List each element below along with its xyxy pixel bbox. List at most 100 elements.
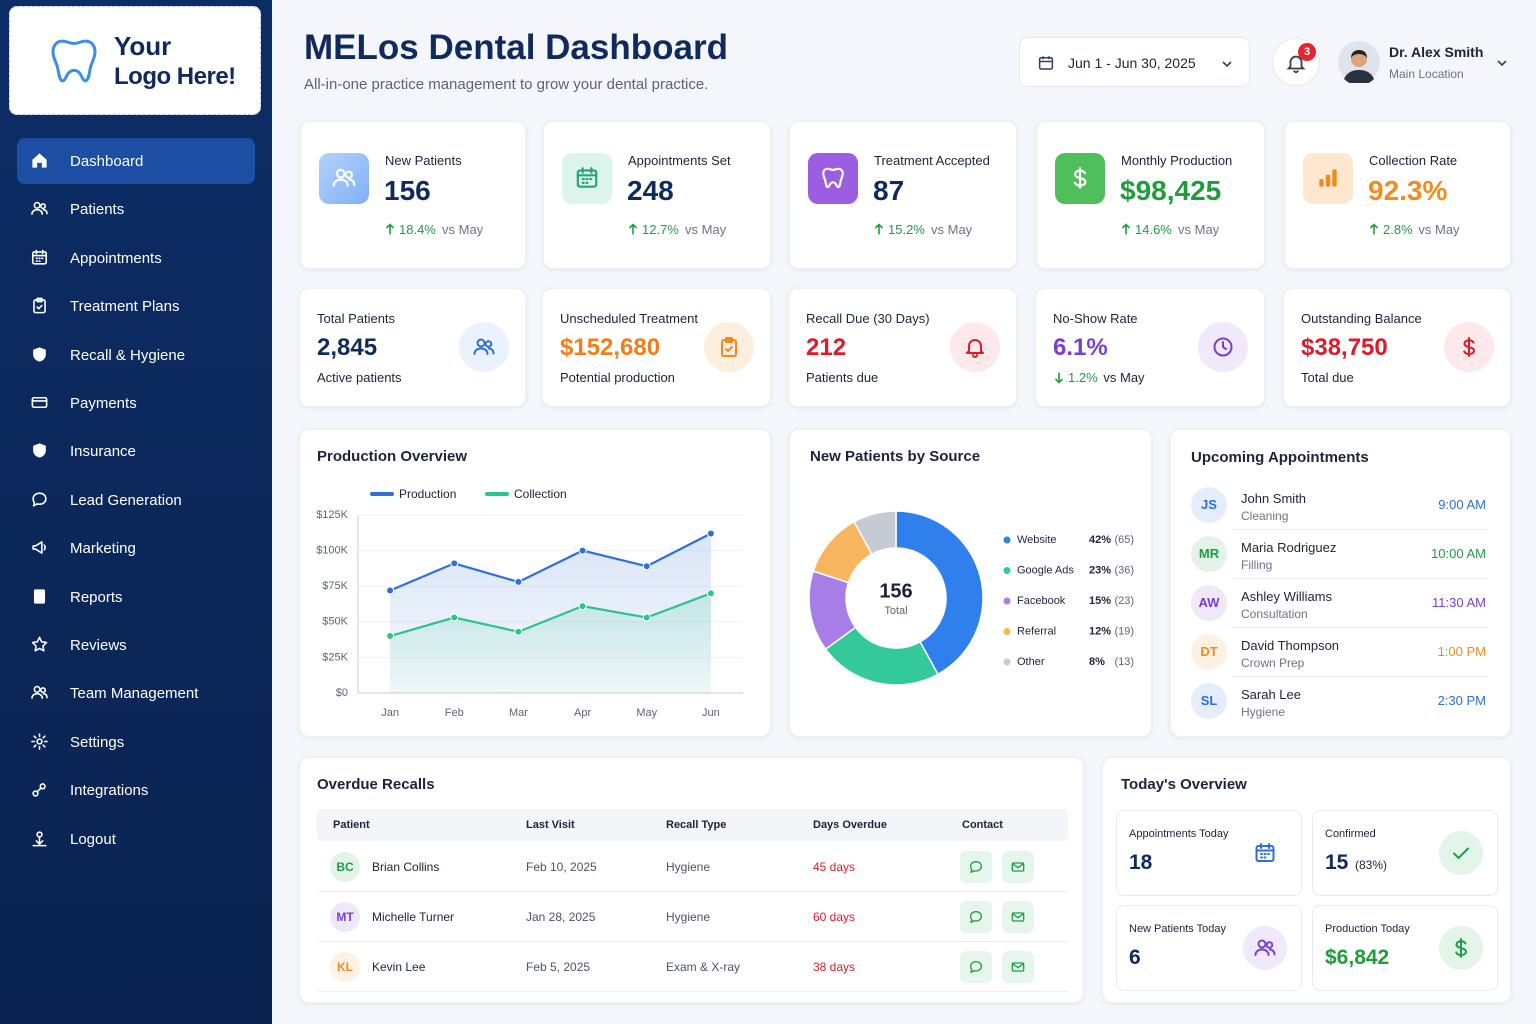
icon-shape — [31, 249, 48, 262]
icon-shape — [33, 588, 46, 604]
kpi-value: 92.3% — [1368, 175, 1448, 206]
stat-note: Potential production — [560, 370, 675, 385]
icon-shape — [32, 492, 47, 507]
date-picker[interactable]: Jun 1 - Jun 30, 2025 — [1019, 37, 1250, 87]
kpi-value: 248 — [627, 175, 674, 206]
stat-icon — [1198, 322, 1248, 372]
icon-shape — [1269, 948, 1276, 956]
overview-value: 15 — [1325, 851, 1349, 874]
date-range: Jun 1 - Jun 30, 2025 — [1068, 55, 1196, 71]
icon — [1011, 862, 1025, 872]
nav-item[interactable]: Reports — [17, 574, 255, 620]
icon-shape — [1012, 963, 1024, 969]
nav-item[interactable]: Integrations — [17, 767, 255, 813]
user-menu[interactable]: Dr. Alex Smith Main Location — [1338, 40, 1514, 86]
avatar-face — [1351, 51, 1367, 67]
nav-item[interactable]: Logout — [17, 816, 255, 862]
icon-shape — [1453, 847, 1469, 859]
nav-item[interactable]: Patients — [17, 186, 255, 232]
contact-button[interactable] — [960, 901, 992, 933]
last-visit: Feb 5, 2025 — [526, 960, 591, 974]
icon-shape — [32, 153, 47, 168]
icon — [970, 911, 982, 923]
icon — [31, 202, 48, 216]
arrow-shape — [1054, 372, 1064, 384]
arrow-shape — [874, 223, 884, 235]
stat-note: vs May — [1103, 370, 1145, 385]
stat-card: Unscheduled Treatment $152,680 Potential p… — [542, 288, 771, 407]
stat-value: 2,845 — [317, 334, 378, 361]
nav-item[interactable]: Insurance — [17, 428, 255, 474]
kpi-icon — [562, 153, 612, 204]
icon — [32, 492, 47, 507]
contact-button[interactable] — [1002, 851, 1034, 883]
nav-item[interactable]: Recall & Hygiene — [17, 332, 255, 378]
nav-item[interactable]: Dashboard — [17, 138, 255, 184]
chart-panel — [299, 429, 771, 737]
nav-label: Patients — [70, 201, 125, 219]
icon-shape — [33, 686, 41, 694]
panel-title: Overdue Recalls — [317, 776, 435, 793]
kpi-compare: vs May — [931, 222, 973, 237]
stat-label: Total Patients — [317, 311, 396, 326]
contact-button[interactable] — [1002, 901, 1034, 933]
icon — [31, 249, 48, 265]
icon-shape — [1497, 60, 1507, 67]
icon-shape — [1255, 845, 1275, 862]
icon-shape — [1012, 913, 1024, 919]
stat-card: No-Show Rate 6.1% 1.2% vs May — [1035, 288, 1265, 407]
kpi-label: Collection Rate — [1369, 153, 1458, 168]
nav-label: Integrations — [70, 782, 149, 800]
page-title: MELos Dental Dashboard — [304, 28, 728, 67]
overview-icon — [1439, 926, 1483, 970]
icon-shape — [39, 783, 46, 790]
icon-shape — [344, 170, 353, 179]
icon — [1073, 167, 1087, 189]
nav-item[interactable]: Marketing — [17, 525, 255, 571]
avatar-initials: DT — [1191, 634, 1227, 670]
column-header: Patient — [333, 819, 370, 831]
icon — [33, 588, 46, 604]
icon — [31, 636, 48, 652]
contact-button[interactable] — [1002, 951, 1034, 983]
overview-card: Appointments Today 18 — [1116, 810, 1302, 896]
icon-shape — [36, 830, 43, 838]
nav-item[interactable]: Payments — [17, 380, 255, 426]
nav-label: Recall & Hygiene — [70, 346, 186, 364]
nav-item[interactable]: Settings — [17, 719, 255, 765]
column-header: Recall Type — [666, 819, 727, 831]
icon-shape — [1265, 941, 1274, 949]
nav-item[interactable]: Team Management — [17, 670, 255, 716]
icon — [32, 830, 47, 847]
kpi-icon — [319, 153, 369, 204]
overview-card: New Patients Today 6 — [1116, 905, 1302, 991]
icon-shape — [1011, 962, 1025, 972]
nav-item[interactable]: Lead Generation — [17, 477, 255, 523]
nav-label: Reviews — [70, 637, 127, 654]
nav-item[interactable]: Appointments — [17, 235, 255, 281]
icon — [31, 732, 48, 750]
nav-item[interactable]: Treatment Plans — [17, 283, 255, 329]
last-visit: Feb 10, 2025 — [526, 860, 597, 874]
contact-button[interactable] — [960, 851, 992, 883]
icon-shape — [476, 338, 486, 348]
stat-value: 6.1% — [1053, 334, 1108, 361]
avatar-initials: AW — [1191, 585, 1227, 621]
icon — [970, 861, 982, 873]
icon-shape — [1463, 337, 1475, 357]
kpi-change: 12.7% — [642, 222, 679, 237]
nav-label: Team Management — [70, 685, 199, 703]
icon — [32, 783, 46, 797]
kpi-label: Treatment Accepted — [874, 153, 990, 168]
separator — [1233, 676, 1488, 677]
overview-icon — [1243, 926, 1287, 970]
icon-shape — [40, 203, 47, 210]
nav-item[interactable]: Reviews — [17, 622, 255, 668]
contact-button[interactable] — [960, 951, 992, 983]
panel-title: Today's Overview — [1121, 776, 1247, 793]
notifications-button[interactable]: 3 — [1272, 38, 1320, 86]
arrow-shape — [628, 223, 638, 235]
appointment-type: Consultation — [1241, 607, 1308, 621]
icon-shape — [721, 339, 737, 357]
